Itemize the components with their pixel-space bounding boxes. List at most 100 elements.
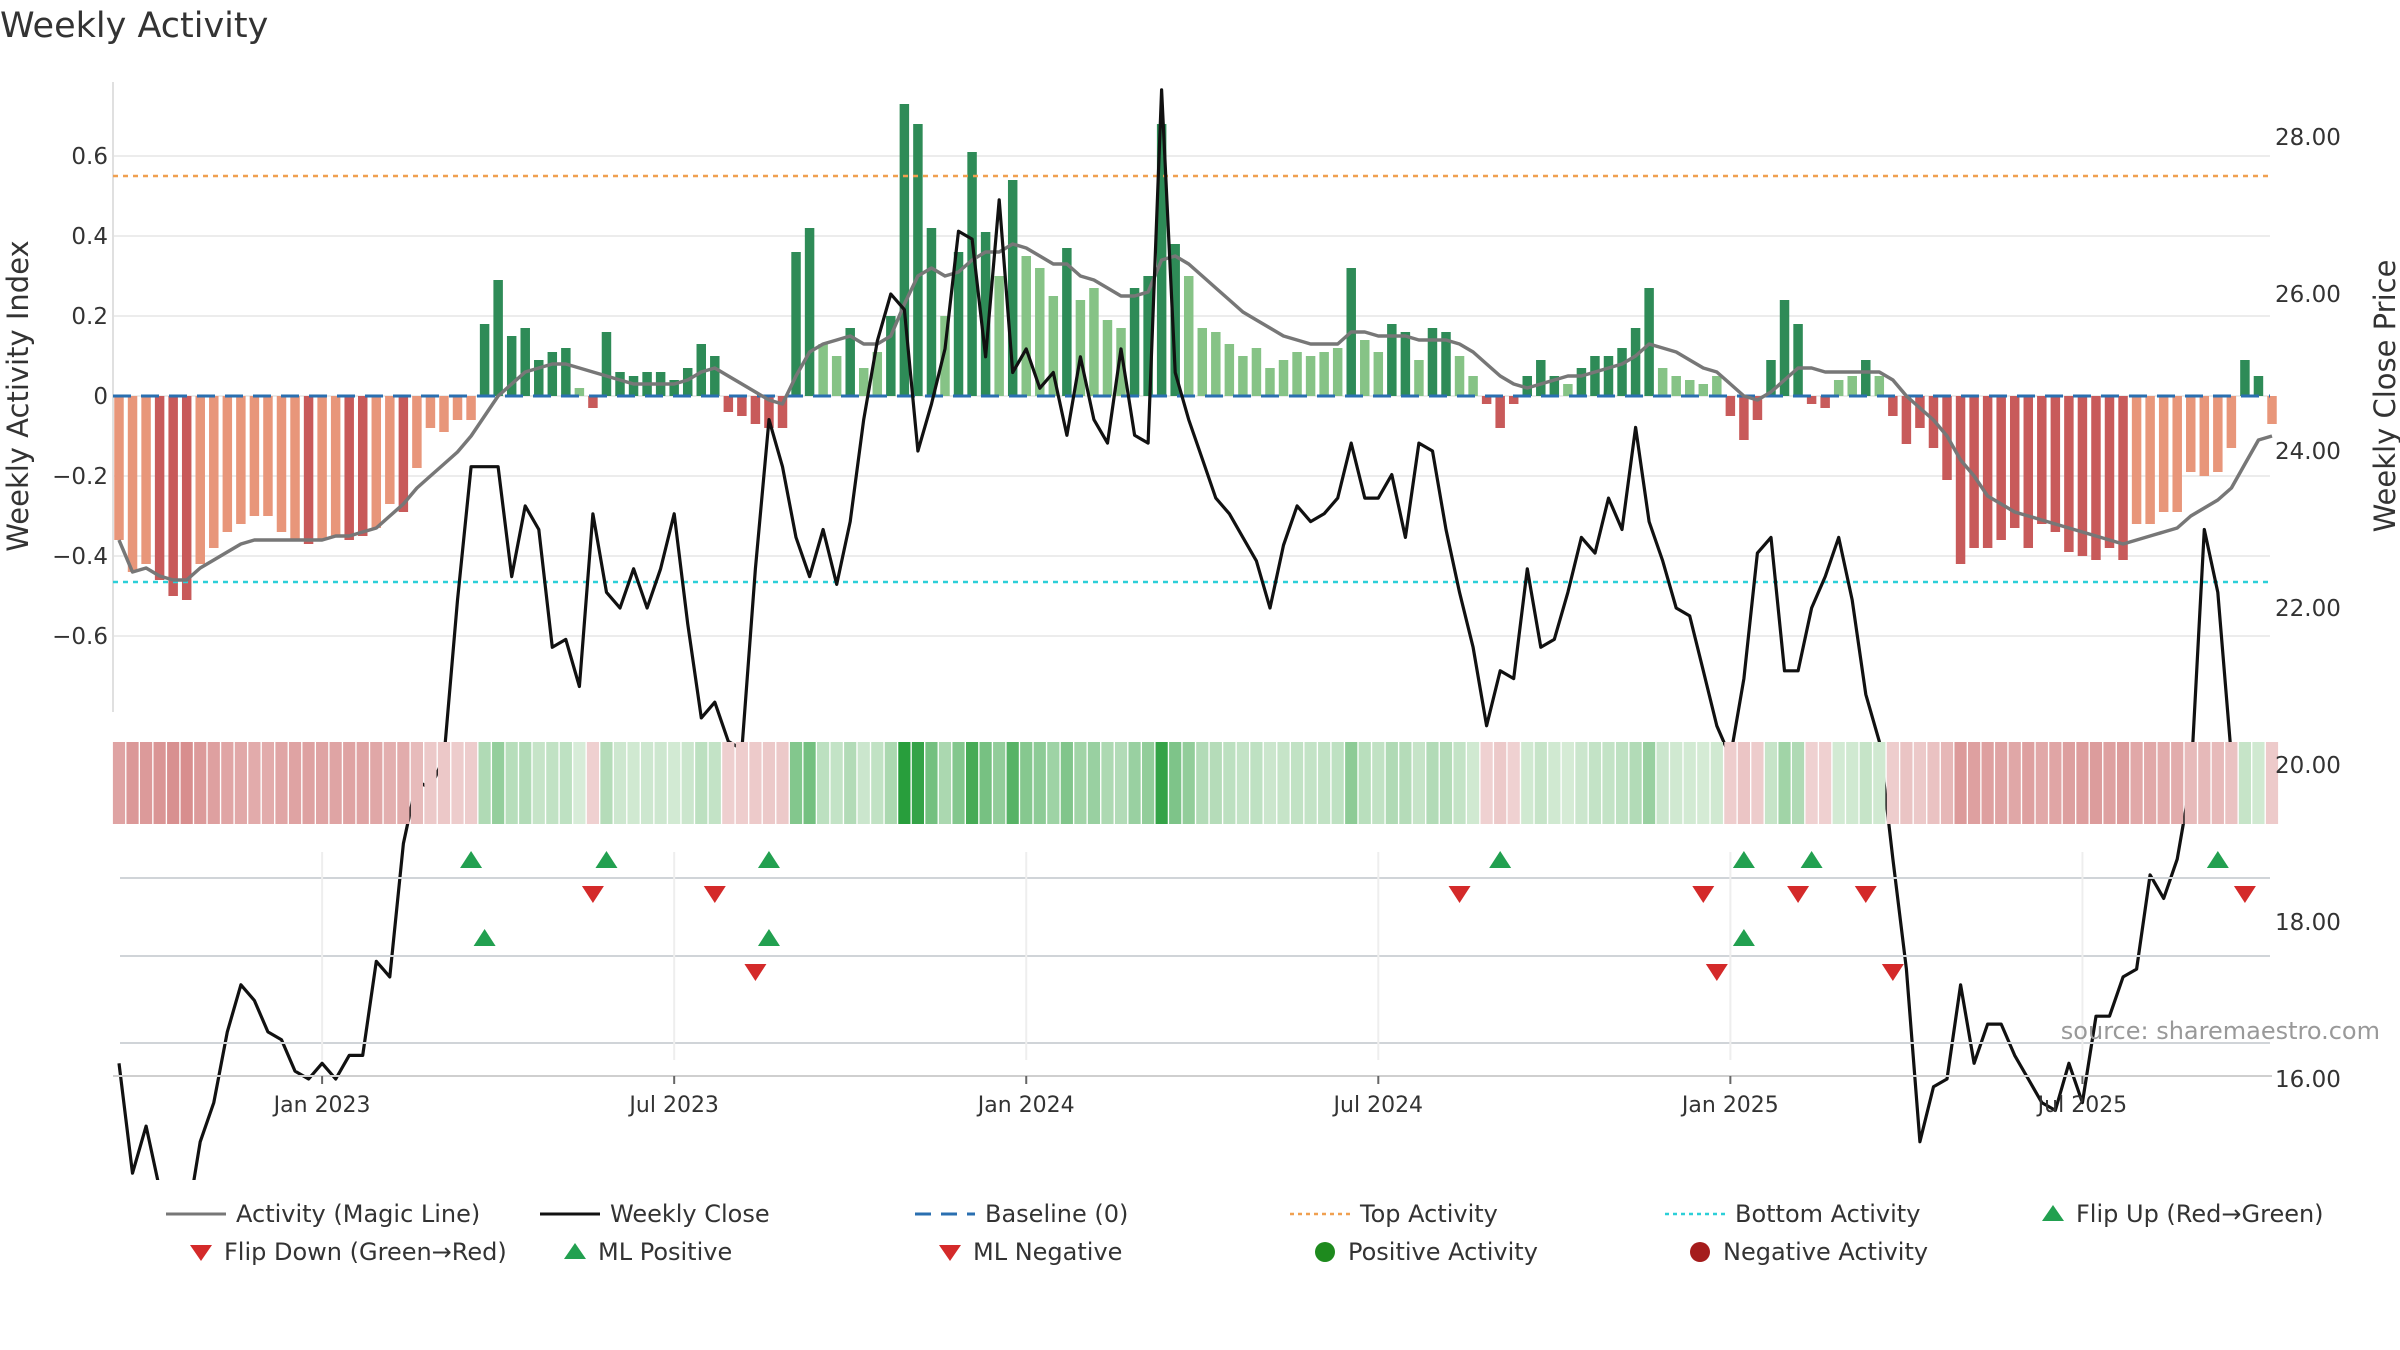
activity-bar — [1901, 396, 1912, 444]
heat-cell — [1588, 742, 1602, 824]
activity-bar — [1915, 396, 1925, 428]
legend-label: Flip Up (Red→Green) — [2076, 1200, 2324, 1228]
activity-bar — [1373, 352, 1384, 396]
heat-cell — [1196, 742, 1209, 824]
heat-cell — [1209, 742, 1222, 824]
activity-bar — [479, 324, 490, 396]
heat-cell — [1060, 742, 1073, 824]
y2-tick-label: 16.00 — [2275, 1067, 2341, 1093]
heat-cell — [2035, 742, 2048, 824]
heat-cell — [1426, 742, 1439, 824]
activity-bar — [1387, 324, 1397, 396]
flip-down-marker — [1787, 886, 1810, 903]
heat-cell — [505, 742, 518, 824]
activity-bar — [398, 396, 409, 512]
heat-cell — [1968, 742, 1981, 824]
heat-cell — [789, 742, 803, 824]
ml-positive-marker — [757, 929, 780, 946]
heat-cell — [1900, 742, 1913, 824]
heat-cell — [2103, 742, 2116, 824]
heat-cell — [641, 742, 654, 824]
heat-cell — [844, 742, 857, 824]
legend-item: Weekly Close — [540, 1200, 770, 1228]
flip-up-marker — [757, 851, 780, 868]
activity-bar — [506, 336, 517, 396]
heat-cell — [343, 742, 356, 824]
heat-cell — [1751, 742, 1764, 824]
activity-bar — [1048, 296, 1059, 396]
heat-cell — [316, 742, 329, 824]
activity-bar — [940, 316, 950, 396]
heat-cell — [424, 742, 437, 824]
heat-cell — [383, 742, 396, 824]
legend-swatch — [915, 1212, 975, 1216]
heat-cell — [451, 742, 464, 824]
activity-bars — [114, 104, 2277, 600]
heat-cell — [1263, 742, 1277, 824]
heat-cell — [1805, 742, 1818, 824]
heat-cell — [1791, 742, 1805, 824]
legend-swatch — [1665, 1212, 1725, 1216]
activity-bar — [913, 124, 923, 396]
activity-bar — [1197, 328, 1208, 396]
activity-bar — [1549, 376, 1560, 396]
legend-label: Weekly Close — [610, 1200, 770, 1228]
flip-down-marker — [1854, 886, 1877, 903]
legend-label: Baseline (0) — [985, 1200, 1129, 1228]
activity-bar — [2064, 396, 2074, 552]
heat-cell — [979, 742, 992, 824]
y-axis-label: Weekly Activity Index — [1, 240, 35, 551]
activity-bar — [1982, 396, 1993, 548]
activity-bar — [1752, 396, 1763, 420]
heat-cell — [221, 742, 234, 824]
heat-cell — [1236, 742, 1249, 824]
activity-bar — [899, 104, 910, 396]
heat-cell — [1981, 742, 1994, 824]
activity-bar — [1847, 376, 1857, 396]
legend-swatch — [1690, 1242, 1710, 1262]
activity-bar — [791, 252, 801, 396]
heat-cell — [749, 742, 762, 824]
heat-cell — [1385, 742, 1398, 824]
legend-swatch — [540, 1212, 600, 1216]
signal-rows — [113, 851, 2272, 1084]
heat-cell — [1534, 742, 1547, 824]
heat-cell — [1439, 742, 1453, 824]
heat-cell — [1615, 742, 1629, 824]
heat-cell — [735, 742, 748, 824]
activity-bar — [534, 360, 544, 396]
heat-cell — [180, 742, 193, 824]
series-lines — [113, 88, 2273, 1180]
heat-cell — [613, 742, 627, 824]
source-text: source: sharemaestro.com — [2061, 1017, 2380, 1045]
activity-bar — [154, 396, 165, 580]
legend: Activity (Magic Line) Weekly Close Baselin… — [150, 1200, 2390, 1290]
flip-down-marker — [2233, 886, 2256, 903]
flip-up-marker — [2206, 851, 2229, 868]
x-tick-label: Jul 2023 — [627, 1093, 719, 1118]
activity-bar — [1035, 268, 1045, 396]
activity-bar — [290, 396, 300, 540]
heat-cell — [261, 742, 275, 824]
activity-bar — [1779, 300, 1790, 396]
heat-cell — [965, 742, 979, 824]
activity-bar — [2226, 396, 2237, 448]
heat-cell — [573, 742, 586, 824]
activity-bar — [1644, 288, 1654, 396]
activity-bar — [804, 228, 815, 396]
heat-cell — [532, 742, 545, 824]
activity-bar — [2158, 396, 2169, 512]
legend-item: Flip Up (Red→Green) — [2040, 1200, 2324, 1228]
activity-bar — [1874, 376, 1885, 396]
heat-cell — [1859, 742, 1872, 824]
heat-cell — [1995, 742, 2008, 824]
heat-cell — [2116, 742, 2130, 824]
heat-cell — [2211, 742, 2224, 824]
y-tick-label: 0 — [93, 384, 108, 410]
activity-bar — [980, 232, 991, 396]
activity-bar — [127, 396, 138, 572]
heat-cell — [857, 742, 870, 824]
x-tick-label: Jan 2023 — [272, 1093, 371, 1118]
heat-cell — [898, 742, 911, 824]
heat-cell — [830, 742, 843, 824]
